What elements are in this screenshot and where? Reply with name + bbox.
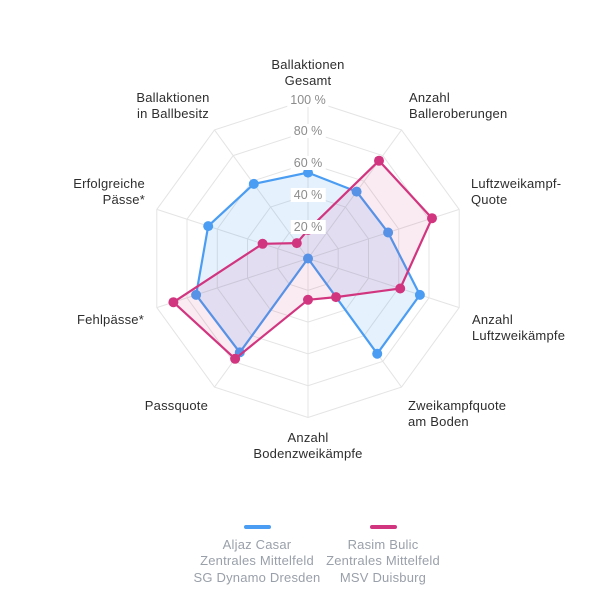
axis-label-line: Quote: [471, 192, 508, 207]
data-point-s0-a1[interactable]: [351, 186, 362, 197]
axis-spoke-8: [156, 208, 309, 259]
legend-player-club: MSV Duisburg: [339, 569, 427, 585]
axis-label-line: Anzahl: [409, 90, 450, 105]
axis-label-line: am Boden: [408, 414, 469, 429]
axis-label-line: Ballaktionen: [136, 90, 210, 105]
axis-label-line: Pässe*: [102, 192, 145, 207]
axis-label-fehlpaesse: Fehlpässe*: [77, 312, 144, 328]
data-point-s1-a1[interactable]: [374, 155, 384, 166]
axis-label-line: Luftzweikampf-: [471, 176, 562, 191]
data-point-s1-a7[interactable]: [168, 297, 179, 308]
axis-label-line: Zweikampfquote: [408, 398, 507, 413]
legend-player-name: Aljaz Casar: [222, 537, 292, 552]
tick-label-60: 60 %: [290, 156, 326, 171]
data-point-s0-a9[interactable]: [248, 178, 259, 189]
axis-label-erfolgreiche-paesse: Erfolgreiche Pässe*: [73, 176, 145, 208]
axis-spoke-3: [307, 258, 460, 309]
axis-label-line: Balleroberungen: [409, 106, 508, 121]
data-point-s0-a0[interactable]: [303, 167, 313, 178]
axis-label-line: Erfolgreiche: [73, 176, 145, 191]
data-point-s0-a3[interactable]: [414, 289, 425, 300]
axis-label-line: Passquote: [144, 398, 208, 413]
axis-label-ballaktionen-in-ballbesitz: Ballaktionen in Ballbesitz: [136, 90, 209, 122]
legend-swatch-pink: [369, 525, 397, 529]
axis-label-line: Bodenzweikämpfe: [253, 446, 363, 461]
tick-label-20: 20 %: [290, 219, 326, 234]
legend-player-position: Zentrales Mittelfeld: [200, 553, 314, 569]
data-point-s0-a2[interactable]: [383, 227, 394, 238]
axis-label-line: Luftzweikämpfe: [472, 328, 566, 343]
legend-swatch-blue: [243, 525, 271, 529]
tick-label-40: 40 %: [290, 187, 326, 202]
axis-label-anzahl-balleroberungen: Anzahl Balleroberungen: [409, 90, 507, 122]
axis-label-line: Anzahl: [287, 430, 329, 445]
axis-label-line: Fehlpässe*: [76, 312, 144, 327]
axis-label-anzahl-bodenzweikaempfe: Anzahl Bodenzweikämpfe: [253, 430, 362, 462]
data-point-s1-a9[interactable]: [291, 238, 302, 249]
series-aljaz-casar: [191, 167, 425, 359]
data-point-s1-a6[interactable]: [230, 353, 241, 364]
axis-label-line: Gesamt: [284, 73, 332, 88]
data-point-s0-a4[interactable]: [372, 348, 383, 359]
axis-label-line: in Ballbesitz: [137, 106, 209, 121]
axis-label-line: Ballaktionen: [271, 57, 345, 72]
data-point-s1-a2[interactable]: [427, 213, 437, 224]
data-point-s0-a8[interactable]: [203, 221, 214, 232]
data-point-s0-a7[interactable]: [191, 289, 202, 300]
data-point-s1-a5[interactable]: [303, 294, 313, 305]
series-rasim-bulic: [168, 155, 437, 364]
axis-spoke-9: [214, 129, 309, 259]
legend-player-club: SG Dynamo Dresden: [193, 569, 321, 585]
legend-player-position: Zentrales Mittelfeld: [326, 553, 440, 569]
axis-spoke-7: [156, 258, 309, 309]
legend-item-rasim-bulic[interactable]: Rasim Bulic Zentrales Mittelfeld MSV Dui…: [298, 525, 468, 586]
data-point-s1-a8[interactable]: [257, 238, 268, 249]
axis-label-anzahl-luftzweikaempfe: Anzahl Luftzweikämpfe: [472, 312, 565, 344]
axis-label-line: Anzahl: [472, 312, 513, 327]
axis-label-passquote: Passquote: [145, 398, 208, 414]
legend-player-name: Rasim Bulic: [347, 537, 419, 552]
axis-label-luftzweikampf-quote: Luftzweikampf- Quote: [471, 176, 561, 208]
legend-item-aljaz-casar[interactable]: Aljaz Casar Zentrales Mittelfeld SG Dyna…: [172, 525, 342, 586]
data-point-s0-a5[interactable]: [303, 253, 313, 264]
data-point-s1-a3[interactable]: [395, 283, 406, 294]
tick-label-80: 80 %: [290, 124, 326, 139]
axis-label-ballaktionen-gesamt: Ballaktionen Gesamt: [271, 57, 344, 89]
data-point-s1-a4[interactable]: [331, 292, 341, 303]
tick-label-100: 100 %: [287, 92, 329, 107]
axis-label-zweikampfquote-am-boden: Zweikampfquote am Boden: [408, 398, 506, 430]
